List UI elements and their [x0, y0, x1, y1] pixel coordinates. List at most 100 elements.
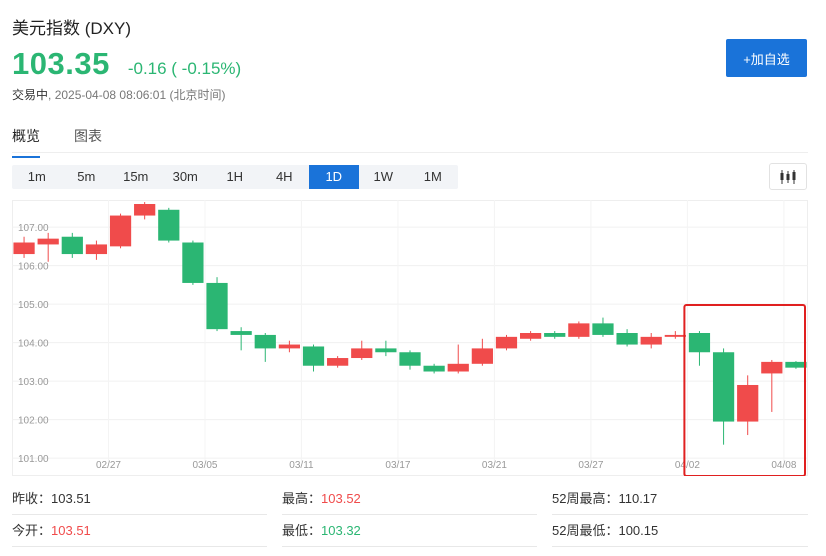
last-price: 103.35: [12, 46, 110, 81]
stats-divider: [282, 514, 537, 515]
y-tick-label: 105.00: [18, 300, 49, 311]
add-to-watchlist-button[interactable]: +加自选: [726, 39, 807, 77]
candle-body: [423, 365, 445, 372]
chart-type-button[interactable]: [769, 163, 807, 190]
tab-overview[interactable]: 概览: [12, 126, 40, 158]
candle-body: [664, 334, 686, 337]
stat-high: 最高：103.52: [282, 488, 361, 507]
price-change: -0.16 ( -0.15%): [127, 59, 242, 78]
low-value: 103.32: [321, 523, 361, 538]
period-30m[interactable]: 30m: [172, 169, 198, 184]
price-chart[interactable]: 107.00 106.00 105.00 104.00 103.00 102.00 101.…: [12, 200, 808, 476]
view-tabs: 概览 图表: [12, 126, 136, 158]
candle-body: [302, 346, 325, 366]
candle-body: [447, 363, 469, 372]
stat-52w-high: 52周最高：110.17: [552, 488, 657, 507]
candle-body: [616, 333, 638, 345]
x-tick-label: 03/27: [578, 460, 603, 471]
candle-body: [13, 242, 35, 255]
candle-body: [37, 238, 59, 245]
stat-low: 最低：103.32: [282, 520, 361, 539]
candle-body: [85, 244, 108, 255]
candle-body: [640, 336, 662, 345]
x-tick-label: 03/05: [192, 460, 217, 471]
period-1w[interactable]: 1W: [373, 169, 394, 184]
stats-divider: [282, 546, 537, 547]
stat-52w-low: 52周最低：100.15: [552, 520, 658, 539]
candle-body: [544, 333, 566, 337]
period-1h[interactable]: 1H: [226, 169, 244, 184]
x-tick-label: 03/17: [385, 460, 410, 471]
candle-body: [327, 358, 349, 366]
candle-body: [61, 236, 83, 255]
open-label: 今开：: [12, 523, 52, 538]
y-tick-label: 103.00: [18, 377, 49, 388]
status-label: 交易中: [12, 88, 49, 102]
candle-body: [568, 323, 590, 337]
highlight-box: [683, 304, 806, 476]
y-tick-label: 107.00: [18, 223, 49, 234]
candle-body: [254, 334, 276, 349]
period-1m[interactable]: 1m: [27, 169, 46, 184]
prev-close-label: 昨收：: [12, 491, 52, 506]
tabs-divider: [12, 152, 808, 153]
page-title: 美元指数 (DXY): [12, 19, 131, 38]
price-row: 103.35 -0.16 ( -0.15%): [12, 46, 241, 82]
y-tick-label: 104.00: [18, 339, 49, 350]
candle-body: [206, 282, 228, 330]
stat-open: 今开：103.51: [12, 520, 91, 539]
w52-high-value: 110.17: [618, 491, 658, 506]
candle-body: [158, 209, 180, 241]
stats-divider: [552, 546, 808, 547]
w52-low-value: 100.15: [618, 523, 659, 538]
x-tick-label: 04/02: [675, 460, 700, 471]
candle-body: [712, 352, 735, 422]
candlestick-icon: [780, 169, 796, 184]
candle-body: [688, 333, 711, 353]
candle-body: [495, 336, 518, 349]
tab-chart[interactable]: 图表: [74, 128, 102, 144]
candle-body: [351, 348, 373, 359]
stats-divider: [12, 546, 267, 547]
prev-close-value: 103.51: [51, 491, 91, 506]
candle-body: [230, 331, 252, 335]
candle-body: [592, 323, 614, 335]
candle-body: [737, 384, 759, 422]
candle-body: [109, 215, 132, 247]
candle-body: [375, 348, 397, 353]
chart-frame: [12, 200, 808, 476]
w52-high-label: 52周最高：: [552, 491, 619, 506]
period-4h[interactable]: 4H: [275, 169, 293, 184]
period-15m[interactable]: 15m: [123, 169, 149, 184]
stats-divider: [552, 514, 808, 515]
low-label: 最低：: [282, 523, 322, 538]
candle-body: [785, 361, 807, 368]
open-value: 103.51: [51, 523, 91, 538]
candle-body: [278, 344, 301, 349]
trading-status: 交易中, 2025-04-08 08:06:01 (北京时间): [12, 88, 226, 102]
x-tick-label: 03/11: [289, 460, 314, 471]
w52-low-label: 52周最低：: [552, 523, 619, 538]
period-selector: 1m 5m 15m 30m 1H 4H 1D 1W 1M: [12, 165, 458, 189]
candle-body: [399, 352, 421, 366]
candle-body: [761, 361, 783, 374]
y-tick-label: 101.00: [18, 454, 49, 465]
candlestick-chart: 107.00 106.00 105.00 104.00 103.00 102.00 101.…: [12, 200, 808, 476]
high-label: 最高：: [282, 491, 322, 506]
period-1d[interactable]: 1D: [309, 165, 359, 189]
candle-body: [471, 348, 493, 364]
candle-body: [182, 242, 204, 283]
candle-body: [134, 204, 156, 216]
period-1mo[interactable]: 1M: [423, 169, 442, 184]
candle-body: [519, 333, 542, 339]
x-tick-label: 02/27: [96, 460, 121, 471]
high-value: 103.52: [321, 491, 361, 506]
y-tick-label: 106.00: [18, 262, 49, 273]
quote-timestamp: 2025-04-08 08:06:01 (北京时间): [54, 88, 226, 102]
x-tick-label: 03/21: [482, 460, 507, 471]
stat-prev-close: 昨收：103.51: [12, 488, 91, 507]
period-5m[interactable]: 5m: [77, 169, 96, 184]
y-tick-label: 102.00: [18, 416, 49, 427]
stats-divider: [12, 514, 267, 515]
x-tick-label: 04/08: [771, 460, 796, 471]
